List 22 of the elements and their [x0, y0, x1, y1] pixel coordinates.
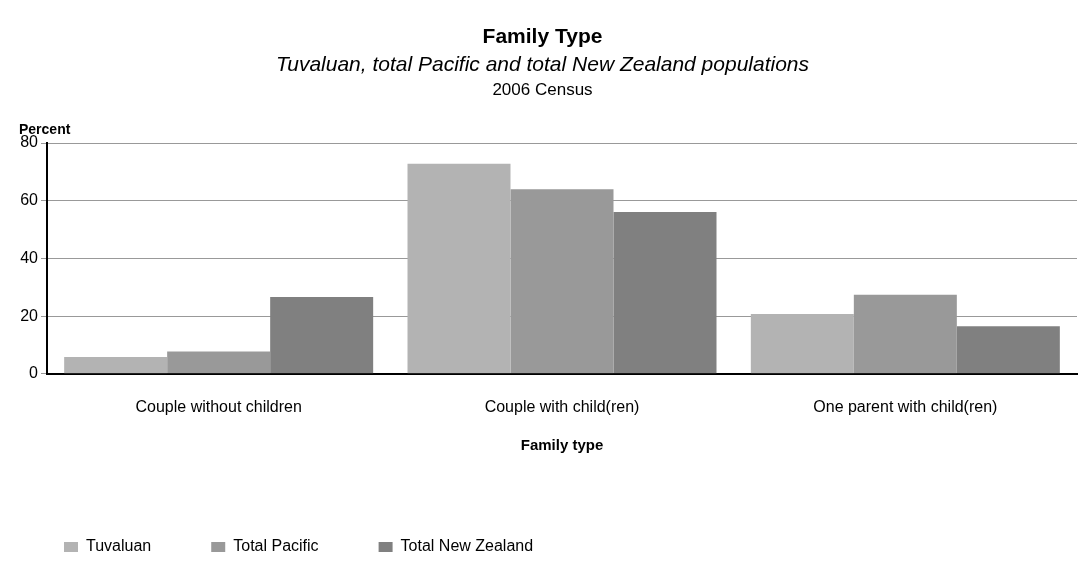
bar: [167, 351, 271, 374]
x-axis-title: Family type: [520, 436, 604, 454]
bar: [750, 314, 854, 374]
bar: [956, 326, 1060, 374]
chart-subtitle: Tuvaluan, total Pacific and total New Zealand populations: [274, 52, 811, 76]
bar: [64, 357, 168, 374]
y-tick-label: 40: [20, 248, 39, 266]
text: 2006 Census: [491, 80, 594, 100]
bar: [407, 163, 511, 374]
legend-label: Total Pacific: [233, 537, 319, 555]
chart-title: Family Type: [481, 23, 604, 48]
y-tick-label: 20: [20, 306, 39, 324]
y-tick-label: 60: [20, 191, 39, 209]
y-tick-label: 0: [29, 364, 39, 382]
x-tick-label: One parent with child(ren): [813, 397, 998, 415]
x-tick-label: Couple with child(ren): [484, 397, 640, 415]
x-tick-label: Couple without children: [135, 397, 302, 415]
legend-label: Total New Zealand: [400, 537, 534, 555]
bar: [270, 297, 374, 374]
legend-label: Tuvaluan: [86, 537, 152, 555]
y-tick-label: 80: [20, 133, 39, 151]
bar: [613, 211, 717, 374]
